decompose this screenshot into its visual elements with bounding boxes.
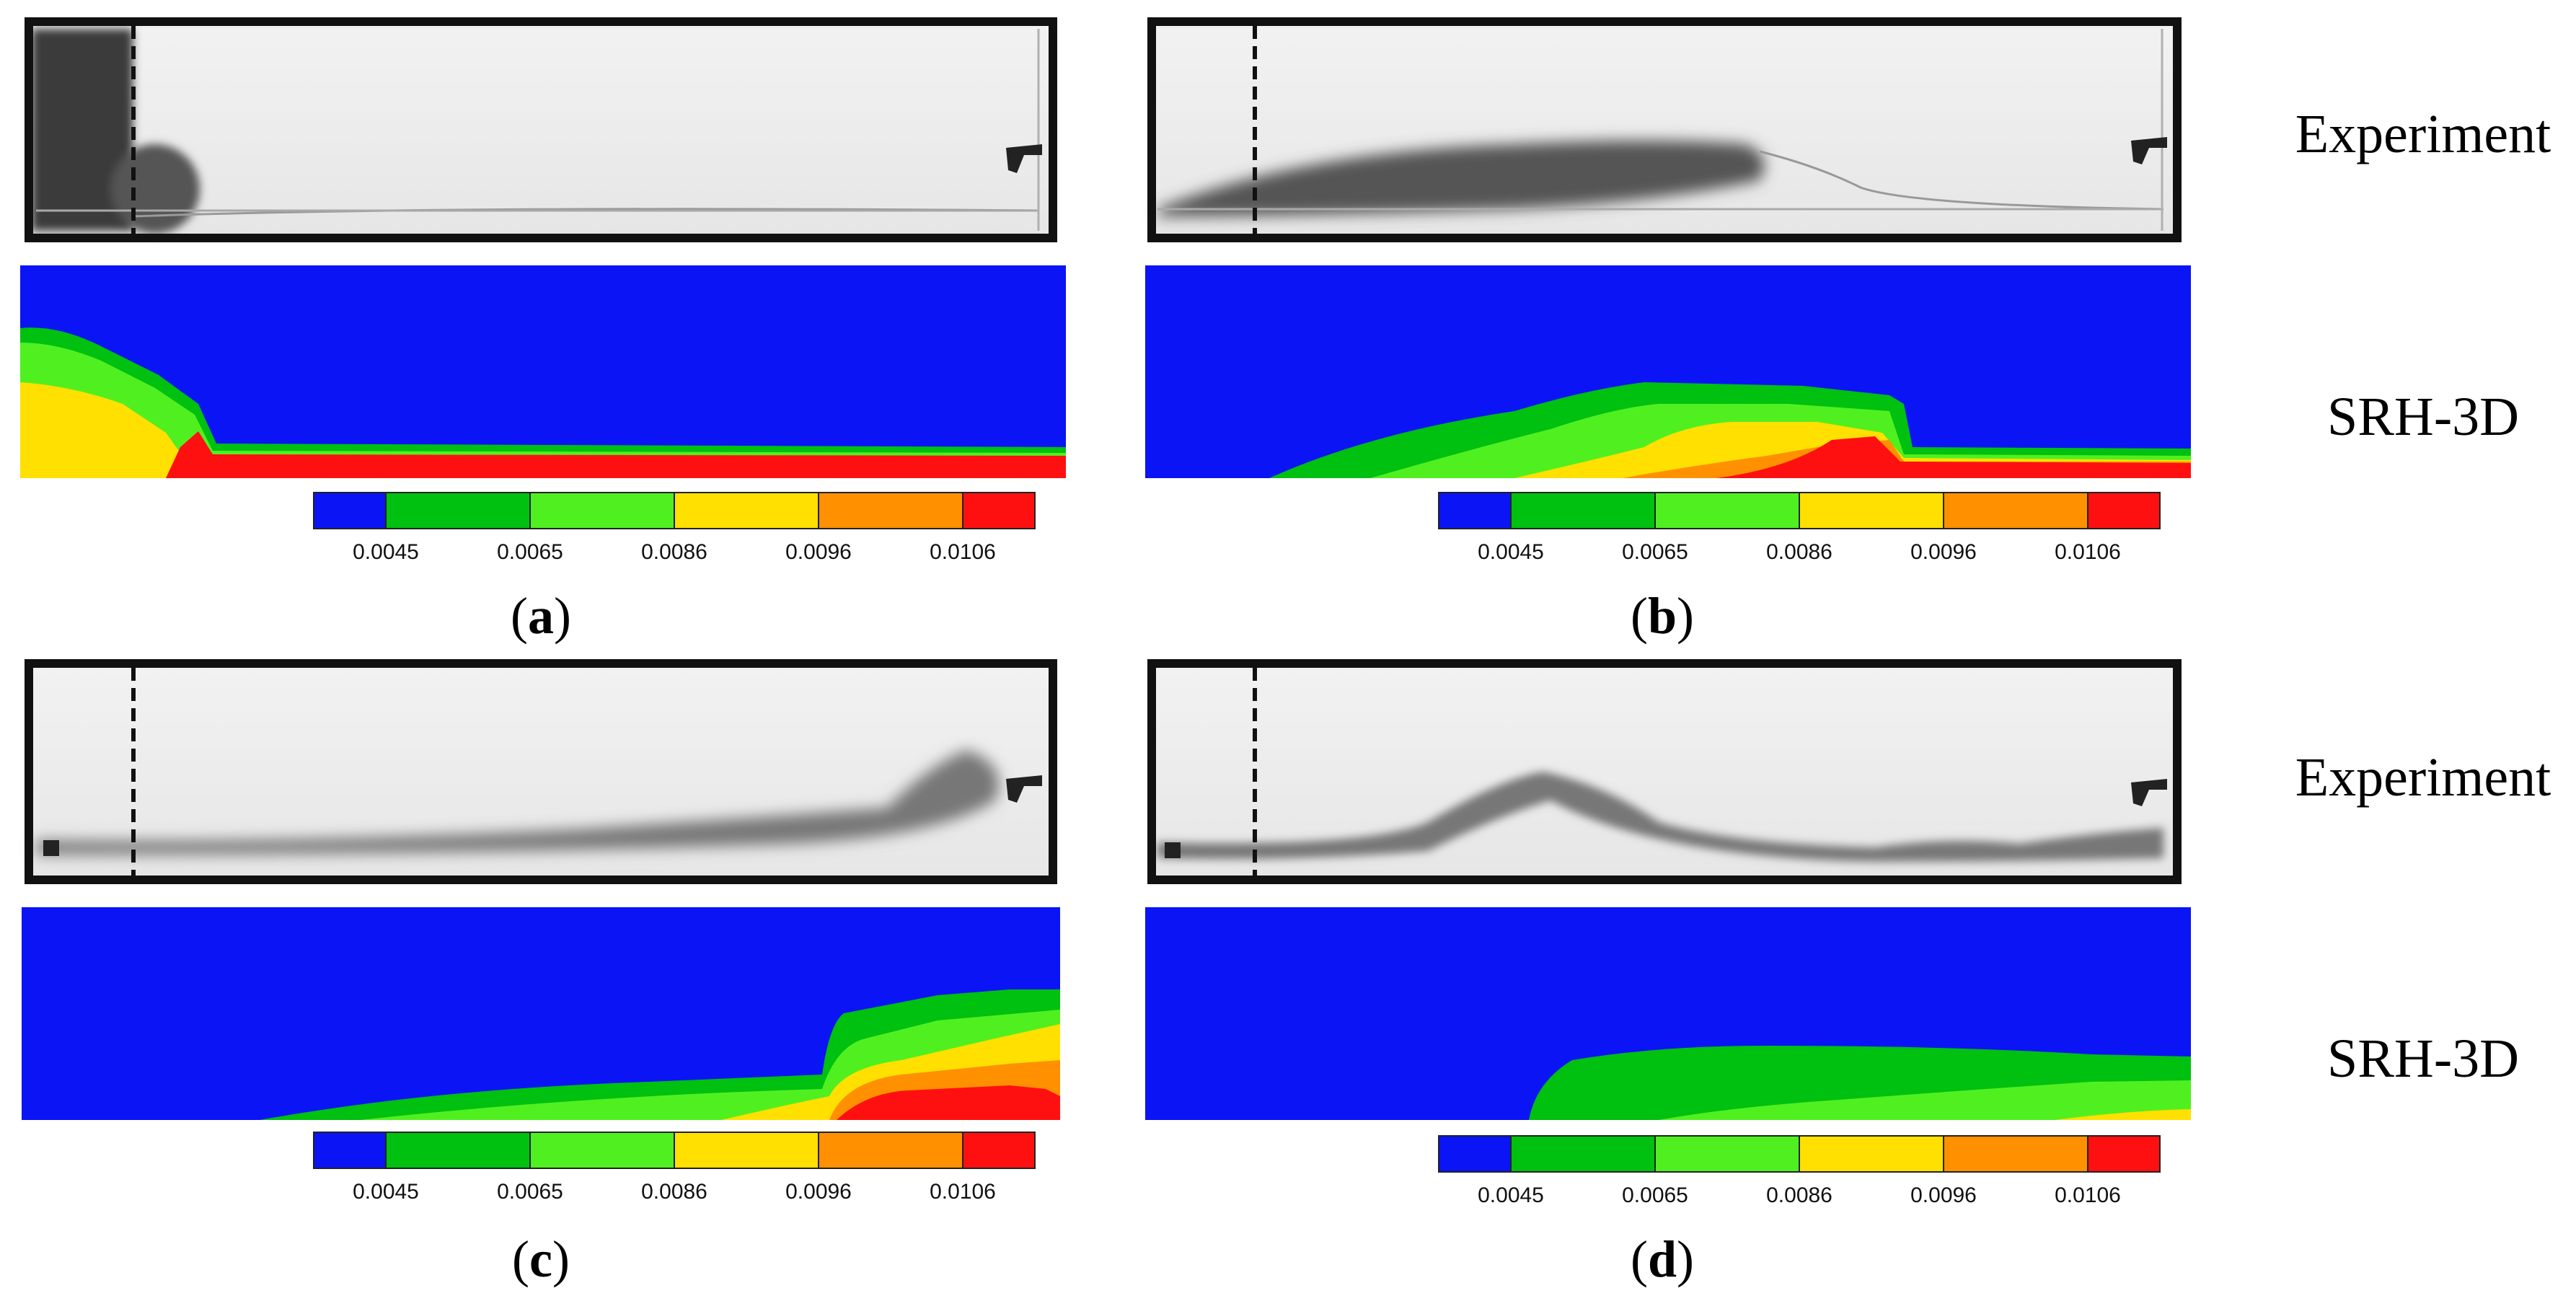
colorbar-b-segment	[1510, 492, 1656, 529]
colorbar-a-tick-label: 0.0096	[785, 540, 852, 564]
colorbar-a: 0.0045 0.0065 0.0086 0.0096 0.0106	[313, 492, 1036, 564]
colorbar-a-tick-label: 0.0045	[353, 540, 419, 564]
colorbar-b-segment	[2087, 492, 2161, 529]
colorbar-c-tick-label: 0.0106	[930, 1180, 996, 1204]
colorbar-b-segment	[1943, 492, 2088, 529]
panel-label-a: (a)	[511, 587, 571, 645]
colorbar-c-segment	[674, 1132, 819, 1169]
colorbar-d-tick-label: 0.0086	[1766, 1183, 1832, 1207]
colorbar-c-segment	[313, 1132, 387, 1169]
colorbar-d-tick-label: 0.0065	[1622, 1183, 1688, 1207]
panel-label-b: (b)	[1630, 587, 1695, 645]
colorbar-d-segment	[1510, 1135, 1656, 1173]
panel-letter-c: c	[529, 1230, 552, 1288]
panel-c	[22, 659, 1060, 1120]
colorbar-a-segment	[962, 492, 1036, 529]
colorbar-c-segment	[962, 1132, 1036, 1169]
panel-letter-a: a	[528, 587, 554, 645]
simulation-contour-b	[1145, 265, 2191, 478]
simulation-contour-a	[20, 265, 1066, 478]
experiment-photo-b	[1147, 17, 2182, 242]
colorbar-d-tick-label: 0.0045	[1478, 1183, 1544, 1207]
experiment-photo-a	[25, 17, 1057, 242]
colorbar-c-tick-label: 0.0045	[353, 1180, 419, 1204]
colorbar-d-tick-label: 0.0096	[1910, 1183, 1977, 1207]
colorbar-c-segment	[818, 1132, 963, 1169]
panel-letter-b: b	[1647, 587, 1677, 645]
simulation-contour-c	[22, 907, 1060, 1120]
colorbar-d-segment	[1799, 1135, 1944, 1173]
colorbar-a-tick-label: 0.0086	[641, 540, 707, 564]
panel-a	[20, 17, 1066, 478]
colorbar-c-segment	[385, 1132, 531, 1169]
colorbar-c-tick-label: 0.0086	[641, 1180, 707, 1204]
colorbar-c-segment	[529, 1132, 675, 1169]
colorbar-d-segment	[1654, 1135, 1800, 1173]
row-label-srh3d-top: SRH-3D	[2326, 387, 2520, 447]
colorbar-c-tick-label: 0.0096	[785, 1180, 852, 1204]
panel-letter-d: d	[1647, 1230, 1677, 1288]
simulation-contour-d	[1145, 907, 2191, 1120]
row-label-experiment-bottom: Experiment	[2295, 747, 2551, 808]
colorbar-d-segment	[1943, 1135, 2088, 1173]
colorbars: 0.0045 0.0065 0.0086 0.0096 0.0106 0.0045 0.00…	[313, 492, 2161, 1207]
colorbar-b-tick-label: 0.0096	[1910, 540, 1977, 564]
colorbar-a-tick-label: 0.0065	[497, 540, 563, 564]
colorbar-b-segment	[1438, 492, 1512, 529]
experiment-photo-d	[1147, 659, 2182, 884]
colorbar-b-segment	[1799, 492, 1944, 529]
colorbar-a-tick-label: 0.0106	[930, 540, 996, 564]
colorbar-b-tick-label: 0.0106	[2055, 540, 2121, 564]
colorbar-a-segment	[529, 492, 675, 529]
experiment-photo-c	[25, 659, 1057, 884]
colorbar-d: 0.0045 0.0065 0.0086 0.0096 0.0106	[1438, 1135, 2161, 1207]
panel-label-c: (c)	[512, 1230, 570, 1288]
row-label-srh3d-bottom: SRH-3D	[2326, 1028, 2520, 1089]
colorbar-d-tick-label: 0.0106	[2055, 1183, 2121, 1207]
colorbar-d-segment	[1438, 1135, 1512, 1173]
colorbar-d-segment	[2087, 1135, 2161, 1173]
colorbar-a-segment	[818, 492, 963, 529]
colorbar-a-segment	[674, 492, 819, 529]
colorbar-a-segment	[385, 492, 531, 529]
panel-b	[1145, 17, 2191, 478]
colorbar-b-tick-label: 0.0045	[1478, 540, 1544, 564]
colorbar-b-tick-label: 0.0065	[1622, 540, 1688, 564]
colorbar-a-segment	[313, 492, 387, 529]
row-label-experiment-top: Experiment	[2295, 104, 2551, 164]
colorbar-b: 0.0045 0.0065 0.0086 0.0096 0.0106	[1438, 492, 2161, 564]
colorbar-c: 0.0045 0.0065 0.0086 0.0096 0.0106	[313, 1132, 1036, 1204]
colorbar-b-segment	[1654, 492, 1800, 529]
panel-label-d: (d)	[1630, 1230, 1695, 1288]
colorbar-c-tick-label: 0.0065	[497, 1180, 563, 1204]
colorbar-b-tick-label: 0.0086	[1766, 540, 1832, 564]
panel-d	[1145, 659, 2191, 1120]
